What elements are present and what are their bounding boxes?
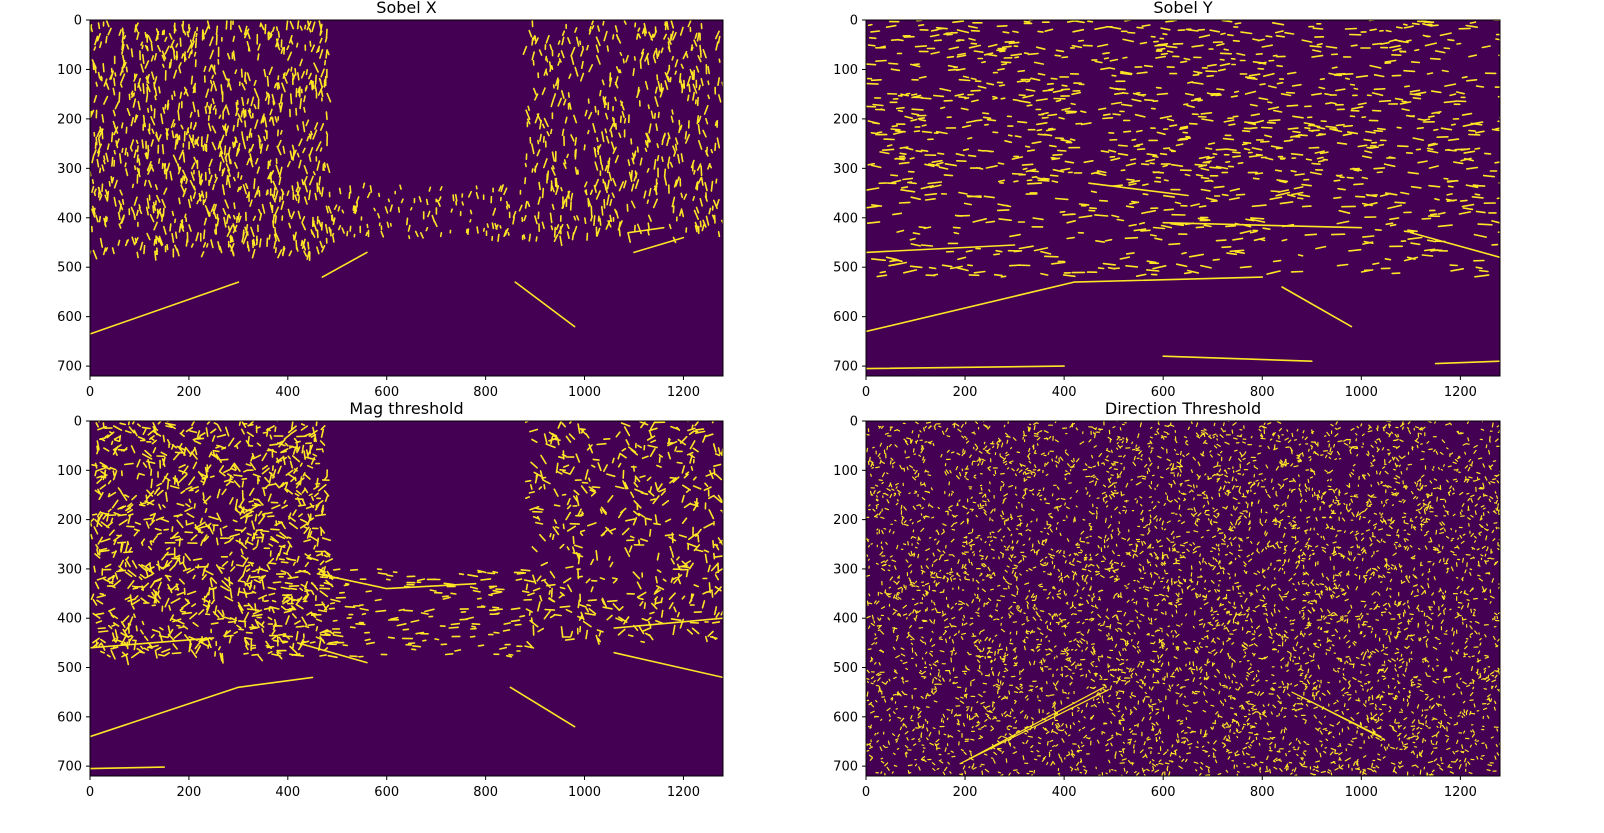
x-tick-label: 800 [473,385,498,400]
panel-title: Sobel X [376,0,436,17]
y-tick-label: 100 [57,63,82,78]
y-tick-label: 300 [833,162,858,177]
y-tick-label: 100 [833,63,858,78]
y-tick-label: 700 [833,360,858,375]
y-tick-label: 200 [57,513,82,528]
panel-3: Mag threshold 0 200 400 600 800 1000 1200 0 100 20… [57,399,724,800]
y-tick-label: 600 [57,310,82,325]
x-tick-label: 600 [1151,785,1176,800]
y-tick-label: 400 [57,612,82,627]
x-tick-label: 1000 [568,785,601,800]
y-tick-label: 500 [57,661,82,676]
x-tick-label: 200 [176,385,201,400]
x-tick-label: 800 [1250,785,1275,800]
panel-title: Direction Threshold [1105,399,1261,418]
x-tick-label: 200 [176,785,201,800]
x-tick-label: 1200 [667,385,700,400]
x-tick-label: 0 [86,785,94,800]
edge-pixels [90,421,723,770]
y-tick-label: 300 [833,562,858,577]
y-tick-label: 700 [833,760,858,775]
x-tick-label: 400 [1052,785,1077,800]
x-tick-label: 1000 [568,385,601,400]
x-tick-label: 1200 [667,785,700,800]
x-tick-label: 1200 [1444,385,1477,400]
x-tick-label: 400 [275,385,300,400]
y-tick-label: 600 [833,310,858,325]
axes-frame [89,19,724,377]
x-tick-label: 600 [374,785,399,800]
y-tick-label: 200 [833,513,858,528]
x-tick-label: 200 [953,785,978,800]
y-tick-label: 100 [833,464,858,479]
y-tick-label: 400 [833,211,858,226]
binary-image [90,421,723,770]
edge-pixels [90,20,723,335]
panel-title: Sobel Y [1153,0,1212,17]
y-tick-label: 0 [74,14,82,29]
image-background [90,421,723,776]
x-tick-label: 600 [374,385,399,400]
binary-image [90,20,723,335]
y-tick-label: 0 [850,14,858,29]
y-tick-label: 100 [57,464,82,479]
panel-1: Sobel X 0 200 400 600 800 1000 1200 0 100 200 300 40… [57,0,724,400]
y-tick-label: 700 [57,760,82,775]
y-tick-label: 0 [850,415,858,430]
axes-frame [865,19,1501,377]
y-tick-label: 300 [57,162,82,177]
x-tick-label: 600 [1151,385,1176,400]
image-background [866,421,1500,776]
y-tick-label: 400 [57,211,82,226]
x-tick-label: 1000 [1345,785,1378,800]
x-tick-label: 1000 [1345,385,1378,400]
edge-pixels [866,421,1500,776]
x-tick-label: 400 [275,785,300,800]
y-tick-label: 500 [833,661,858,676]
edge-pixels [866,20,1500,370]
axes-frame [89,420,724,777]
x-tick-label: 800 [473,785,498,800]
y-tick-label: 300 [57,562,82,577]
y-tick-label: 200 [57,112,82,127]
x-tick-label: 0 [86,385,94,400]
y-tick-label: 600 [833,710,858,725]
panel-2: Sobel Y 0 200 400 600 800 1000 1200 0 100 200 300 40… [833,0,1501,400]
y-tick-label: 600 [57,710,82,725]
y-tick-label: 400 [833,612,858,627]
x-tick-label: 1200 [1444,785,1477,800]
y-tick-label: 500 [57,261,82,276]
x-tick-label: 200 [953,385,978,400]
y-tick-label: 700 [57,360,82,375]
x-tick-label: 800 [1250,385,1275,400]
y-tick-label: 500 [833,261,858,276]
y-tick-label: 0 [74,415,82,430]
x-tick-label: 0 [862,785,870,800]
panel-title: Mag threshold [349,399,463,418]
binary-image [866,421,1500,776]
y-tick-label: 200 [833,112,858,127]
x-tick-label: 0 [862,385,870,400]
binary-image [866,20,1500,370]
x-tick-label: 400 [1052,385,1077,400]
image-background [866,20,1500,376]
axes-frame [865,420,1501,777]
image-background [90,20,723,376]
